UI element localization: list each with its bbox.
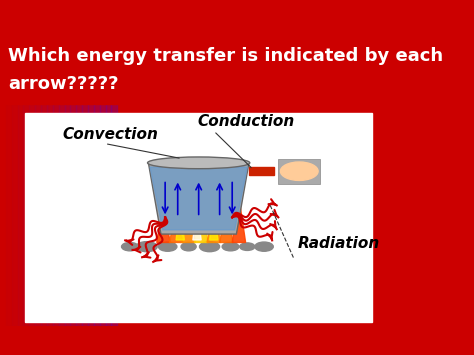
Bar [53, 29, 59, 326]
Bar [100, 29, 106, 326]
Ellipse shape [240, 243, 255, 250]
Bar [76, 29, 82, 326]
Bar [111, 29, 118, 326]
Bar [94, 29, 100, 326]
Polygon shape [176, 209, 184, 240]
Polygon shape [232, 215, 246, 242]
Polygon shape [148, 163, 249, 234]
Polygon shape [219, 204, 233, 242]
Bar [71, 29, 76, 326]
Bar [0, 29, 397, 104]
Ellipse shape [158, 242, 177, 251]
Bar [29, 29, 35, 326]
Bar [0, 29, 6, 326]
Bar [47, 29, 53, 326]
Bar [106, 29, 111, 326]
Bar [249, 167, 274, 175]
Text: Convection: Convection [63, 127, 159, 142]
Polygon shape [207, 212, 220, 242]
Ellipse shape [121, 242, 138, 251]
Bar [12, 29, 18, 326]
Bar [278, 159, 320, 184]
Ellipse shape [181, 242, 196, 251]
Polygon shape [182, 209, 195, 242]
Ellipse shape [255, 242, 273, 251]
Bar [35, 29, 41, 326]
Polygon shape [210, 209, 218, 240]
Bar [82, 29, 88, 326]
Bar [59, 29, 64, 326]
Ellipse shape [136, 242, 157, 252]
Text: arrow?????: arrow????? [9, 75, 119, 93]
Bar [24, 29, 29, 326]
Polygon shape [193, 209, 201, 240]
Ellipse shape [222, 242, 239, 251]
Polygon shape [194, 204, 208, 242]
Bar [18, 29, 24, 326]
Text: Radiation: Radiation [298, 236, 380, 251]
Ellipse shape [281, 162, 318, 180]
Bar [64, 29, 71, 326]
Polygon shape [150, 167, 247, 230]
Bar [41, 29, 47, 326]
Text: Conduction: Conduction [197, 114, 294, 129]
Polygon shape [169, 210, 183, 242]
Ellipse shape [200, 242, 219, 252]
Bar [88, 29, 94, 326]
Bar [6, 29, 12, 326]
Text: Which energy transfer is indicated by each: Which energy transfer is indicated by ea… [9, 47, 444, 65]
Bar [25, 113, 372, 322]
Polygon shape [157, 201, 170, 242]
Ellipse shape [147, 157, 250, 169]
